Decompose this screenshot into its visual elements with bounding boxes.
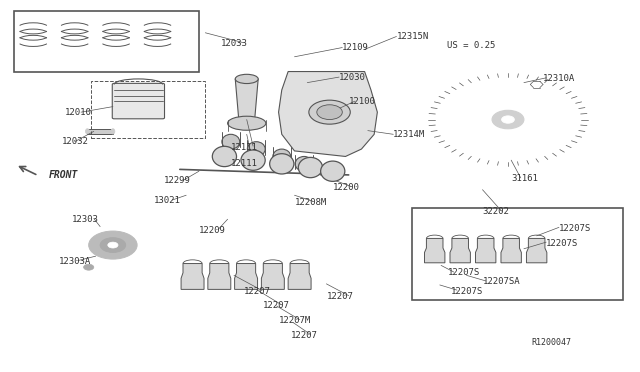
Ellipse shape (222, 134, 240, 149)
Polygon shape (450, 238, 470, 263)
Polygon shape (236, 79, 258, 123)
Text: 12207M: 12207M (278, 316, 311, 325)
Polygon shape (424, 238, 445, 263)
Text: 12200: 12200 (333, 183, 360, 192)
Ellipse shape (273, 149, 291, 164)
Polygon shape (476, 238, 496, 263)
Polygon shape (288, 263, 311, 289)
Bar (91, 81, 205, 138)
Ellipse shape (295, 157, 313, 171)
Circle shape (108, 242, 118, 248)
Text: 12010: 12010 (65, 108, 92, 117)
Circle shape (492, 110, 524, 129)
Text: 12111: 12111 (231, 143, 258, 152)
Text: 13021: 13021 (154, 196, 181, 205)
Polygon shape (208, 263, 231, 289)
Ellipse shape (86, 129, 90, 134)
Text: US = 0.25: US = 0.25 (447, 41, 496, 50)
Ellipse shape (269, 154, 294, 174)
Text: 12032: 12032 (62, 137, 89, 146)
Circle shape (84, 264, 94, 270)
Polygon shape (261, 263, 284, 289)
Text: 12111: 12111 (231, 159, 258, 169)
Text: 12315N: 12315N (396, 32, 429, 41)
Text: 12299: 12299 (164, 176, 191, 185)
Polygon shape (527, 238, 547, 263)
Text: 12207SA: 12207SA (483, 278, 520, 286)
Text: 12207S: 12207S (559, 224, 591, 233)
Text: 32202: 32202 (483, 207, 509, 217)
Ellipse shape (309, 100, 350, 124)
Ellipse shape (247, 142, 265, 157)
Bar (88, 129, 113, 134)
Ellipse shape (317, 105, 342, 119)
Ellipse shape (111, 129, 115, 134)
Text: R1200047: R1200047 (532, 339, 572, 347)
Circle shape (502, 116, 515, 123)
Text: 12100: 12100 (349, 97, 376, 106)
Ellipse shape (321, 161, 345, 182)
Polygon shape (501, 238, 522, 263)
Text: 12207S: 12207S (447, 268, 480, 277)
Polygon shape (278, 71, 378, 157)
Ellipse shape (212, 146, 237, 167)
Ellipse shape (241, 150, 265, 170)
Text: 31161: 31161 (511, 174, 538, 183)
Text: 12109: 12109 (342, 43, 369, 52)
Ellipse shape (298, 157, 323, 178)
Text: 12207: 12207 (326, 292, 353, 301)
Polygon shape (235, 263, 257, 289)
Circle shape (89, 231, 137, 259)
Polygon shape (181, 263, 204, 289)
Text: 12207S: 12207S (451, 287, 483, 296)
Ellipse shape (236, 74, 258, 84)
Text: FRONT: FRONT (49, 170, 79, 180)
FancyBboxPatch shape (112, 83, 164, 119)
Ellipse shape (228, 116, 266, 130)
Circle shape (100, 238, 125, 253)
Bar (14, 11, 199, 71)
Text: 12207: 12207 (262, 301, 289, 311)
Text: 12303A: 12303A (59, 257, 91, 266)
Text: 12209: 12209 (199, 226, 226, 235)
Text: 12207: 12207 (291, 331, 318, 340)
Bar (412, 208, 623, 301)
Text: 12207S: 12207S (546, 239, 579, 248)
Text: 12207: 12207 (244, 287, 271, 296)
Text: 12310A: 12310A (543, 74, 575, 83)
Text: 12030: 12030 (339, 73, 366, 81)
Text: 12303: 12303 (72, 215, 99, 224)
Text: 12033: 12033 (221, 39, 248, 48)
Text: 12208M: 12208M (294, 198, 327, 207)
Text: 12314M: 12314M (394, 130, 426, 139)
